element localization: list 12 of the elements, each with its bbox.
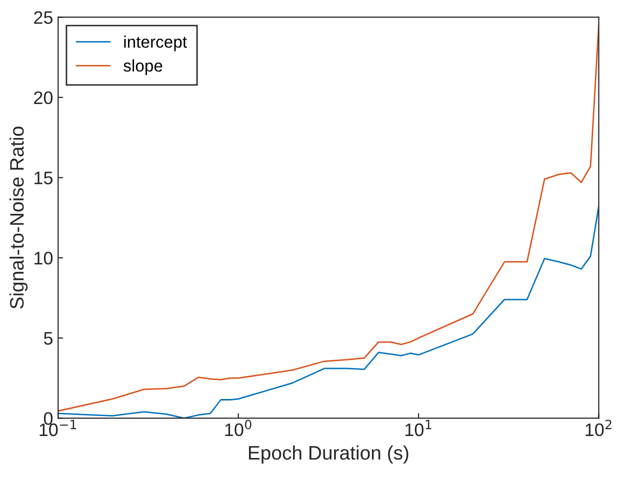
x-tick-label: 10$^{0}$ <box>225 420 252 436</box>
x-axis-title: Epoch Duration (s) <box>248 445 408 464</box>
y-tick-label: 20 <box>34 91 53 104</box>
legend-label: intercept <box>124 36 187 52</box>
x-tick-label: 10$^{1}$ <box>405 420 432 436</box>
x-tick-label: 10$^{2}$ <box>586 420 612 436</box>
legend-label: slope <box>124 59 162 75</box>
y-tick-label: 5 <box>44 332 53 345</box>
y-tick-label: 15 <box>34 172 53 184</box>
y-tick-label: 25 <box>34 11 53 24</box>
y-axis-title: Signal-to-Noise Ratio <box>10 126 28 309</box>
y-tick-label: 10 <box>34 252 53 265</box>
